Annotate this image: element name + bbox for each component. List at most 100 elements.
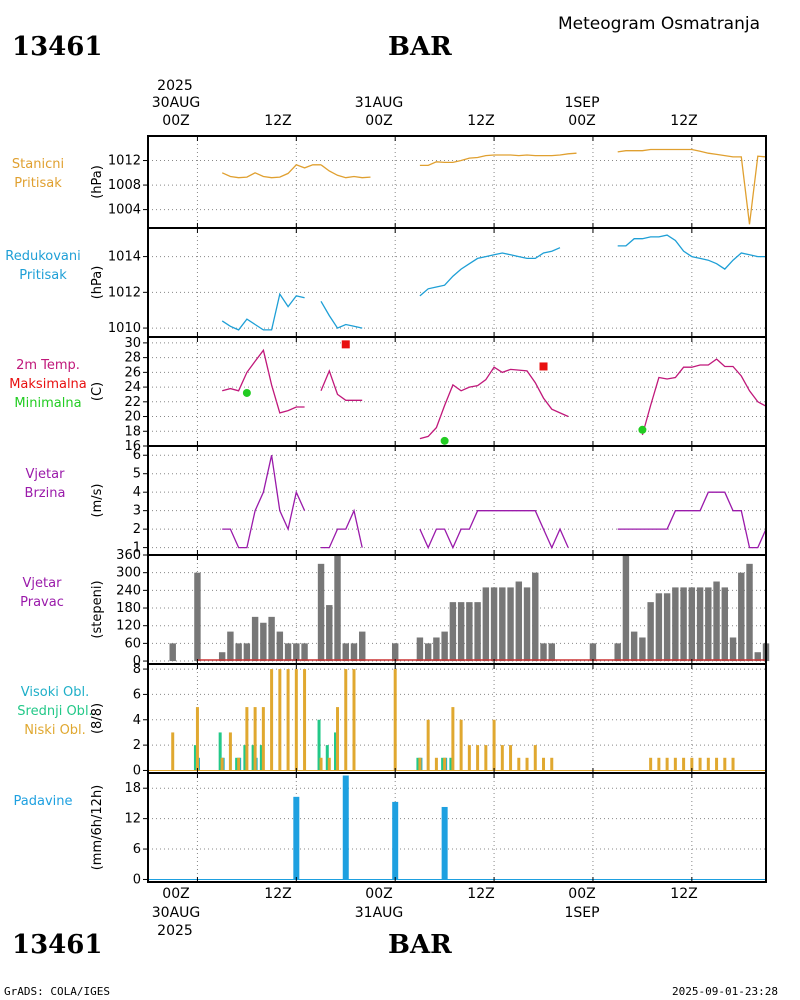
temp-line bbox=[641, 358, 767, 436]
top-tick-12z-3: 12Z bbox=[670, 113, 698, 129]
cloud-niski-bar bbox=[434, 757, 438, 771]
panel-frame bbox=[147, 663, 767, 774]
ytick-label: 4 bbox=[133, 713, 141, 728]
cloud-srednji-bar bbox=[416, 757, 420, 771]
cloud-srednji-bar bbox=[243, 745, 247, 771]
ytick-label: 20 bbox=[124, 410, 141, 425]
wind-direction-bar bbox=[276, 631, 284, 662]
min-temp-marker bbox=[440, 436, 449, 445]
top-tick-00z-3: 00Z bbox=[568, 113, 596, 129]
wind-direction-bar bbox=[622, 555, 630, 662]
wind-direction-bar bbox=[713, 581, 720, 662]
cloud-srednji-bar bbox=[218, 732, 222, 771]
wind-direction-bar bbox=[194, 572, 201, 662]
panel-frame bbox=[147, 772, 767, 883]
cloud-niski-bar bbox=[706, 757, 710, 771]
cloud-srednji-bar bbox=[259, 745, 263, 771]
label-padavine: Padavine bbox=[0, 792, 86, 811]
cloud-niski-bar bbox=[533, 745, 537, 771]
temp-line bbox=[320, 369, 363, 401]
stanicni-line bbox=[221, 164, 321, 179]
footer-credit: GrADS: COLA/IGES bbox=[4, 985, 110, 998]
wind-direction-bar bbox=[227, 631, 234, 662]
wind-direction-bar bbox=[540, 643, 547, 662]
cloud-srednji-bar bbox=[325, 745, 329, 771]
ytick-label: 1008 bbox=[108, 178, 141, 193]
label-temp-min: Minimalna bbox=[14, 396, 82, 411]
cloud-niski-bar bbox=[270, 669, 274, 771]
cloud-niski-bar bbox=[517, 757, 521, 771]
wind-direction-bar bbox=[301, 643, 308, 662]
label-temp: 2m Temp. Maksimalna Minimalna bbox=[0, 356, 96, 413]
top-tick-12z-2: 12Z bbox=[467, 113, 495, 129]
max-temp-marker bbox=[539, 362, 548, 371]
label-redukovani-2: Pritisak bbox=[19, 268, 67, 283]
min-temp-marker bbox=[638, 425, 647, 434]
cloud-niski-bar bbox=[426, 719, 430, 771]
chart-title: Meteogram Osmatranja bbox=[558, 14, 761, 34]
cloud-niski-bar bbox=[195, 707, 199, 771]
cloud-niski-bar bbox=[303, 669, 307, 771]
unit-label: (m/s) bbox=[90, 484, 105, 518]
wind-direction-bar bbox=[424, 643, 432, 662]
precipitation-bar bbox=[293, 796, 300, 880]
ytick-label: 4 bbox=[133, 485, 141, 500]
top-tick-00z-1: 00Z bbox=[162, 113, 190, 129]
cloud-srednji-bar bbox=[317, 719, 321, 771]
ytick-label: 5 bbox=[133, 467, 141, 482]
bottom-date-30aug: 30AUG bbox=[151, 905, 201, 921]
wind-direction-bar bbox=[433, 637, 440, 662]
cloud-srednji-bar bbox=[235, 757, 239, 771]
ytick-label: 2 bbox=[133, 738, 141, 753]
wind-direction-bar bbox=[705, 587, 712, 662]
wind-direction-bar bbox=[523, 587, 531, 662]
cloud-niski-bar bbox=[451, 707, 455, 771]
data-layer bbox=[148, 148, 770, 880]
wind-direction-bar bbox=[466, 602, 473, 662]
brzina-line bbox=[321, 508, 363, 549]
top-date-30aug: 30AUG bbox=[151, 95, 201, 111]
cloud-niski-bar bbox=[278, 669, 282, 771]
cloud-niski-bar bbox=[286, 669, 290, 771]
ytick-label: 30 bbox=[124, 336, 141, 351]
bottom-tick-00z-3: 00Z bbox=[568, 886, 596, 902]
cloud-niski-bar bbox=[649, 757, 653, 771]
ytick-label: 28 bbox=[124, 351, 141, 366]
max-temp-marker bbox=[341, 340, 350, 349]
cloud-niski-bar bbox=[352, 669, 356, 771]
station-id-bottom: 13461 bbox=[12, 930, 103, 960]
wind-direction-bar bbox=[359, 631, 366, 662]
stanicni-line bbox=[320, 164, 371, 179]
cloud-niski-bar bbox=[476, 745, 480, 771]
temp-line bbox=[419, 366, 569, 440]
precipitation-bar bbox=[441, 806, 448, 880]
cloud-srednji-bar bbox=[193, 745, 197, 771]
top-year: 2025 bbox=[157, 78, 193, 94]
wind-direction-bar bbox=[391, 643, 399, 662]
wind-direction-bar bbox=[499, 587, 506, 662]
bottom-date-1sep: 1SEP bbox=[564, 905, 600, 921]
bottom-tick-12z-1: 12Z bbox=[264, 886, 292, 902]
unit-label: (C) bbox=[90, 382, 105, 401]
unit-label: (mm/6h/12h) bbox=[90, 785, 105, 871]
wind-direction-bar bbox=[474, 602, 481, 662]
ytick-label: 300 bbox=[116, 566, 141, 581]
cloud-niski-bar bbox=[171, 732, 175, 771]
cloud-niski-bar bbox=[723, 757, 727, 771]
ytick-label: 22 bbox=[124, 395, 141, 410]
label-temp-1: 2m Temp. bbox=[16, 358, 80, 373]
wind-direction-bar bbox=[169, 643, 176, 662]
cloud-srednji-bar bbox=[251, 745, 255, 771]
cloud-niski-bar bbox=[500, 745, 504, 771]
redukovani-line bbox=[320, 300, 363, 329]
ytick-label: 1012 bbox=[108, 154, 141, 169]
bottom-tick-12z-2: 12Z bbox=[467, 886, 495, 902]
bottom-tick-00z-2: 00Z bbox=[365, 886, 393, 902]
footer-timestamp: 2025-09-01-23:28 bbox=[672, 985, 778, 998]
wind-direction-bar bbox=[655, 593, 663, 662]
top-tick-12z-1: 12Z bbox=[264, 113, 292, 129]
cloud-niski-bar bbox=[690, 757, 694, 771]
cloud-niski-bar bbox=[698, 757, 702, 771]
ytick-label: 2 bbox=[133, 522, 141, 537]
cloud-niski-bar bbox=[336, 707, 340, 771]
